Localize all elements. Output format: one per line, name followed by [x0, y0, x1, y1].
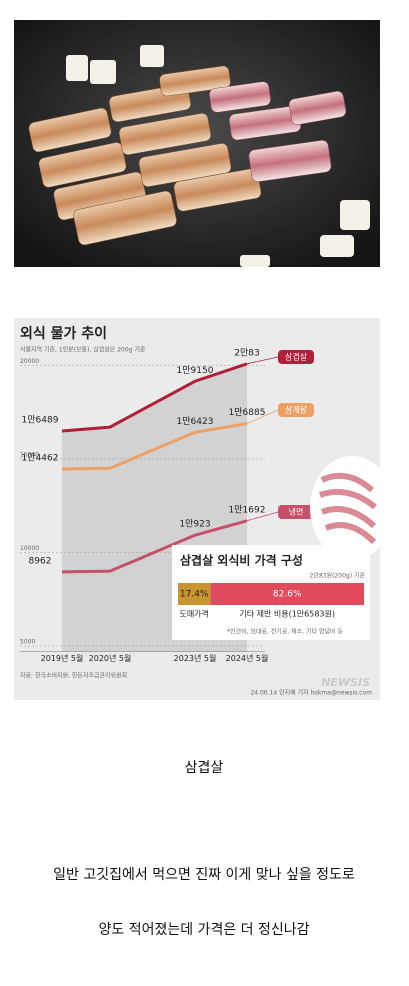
data-label: 8962	[29, 556, 52, 566]
data-label: 1만9150	[177, 365, 214, 376]
meat-photo	[310, 456, 394, 560]
bar-segment	[178, 583, 211, 605]
watermark: NEWSIS	[321, 676, 370, 689]
post-text: 일반 고깃집에서 먹으면 진짜 이게 맞나 싶을 정도로	[53, 867, 355, 883]
legend-label: 삼계탕	[285, 405, 308, 415]
inset-subtitle: 2만83원(200g) 기준	[310, 572, 366, 580]
data-label: 1만1692	[229, 504, 266, 515]
inset-bar: 17.4% 도매가격 82.6% 기타 제반 비용(1만6583원)	[178, 583, 364, 619]
infographic: 외식 물가 추이 서울지역 기준, 1인분(보통), 삼겹살은 200g 기준 …	[14, 318, 394, 700]
line	[61, 422, 248, 471]
segment-name: 기타 제반 비용(1만6583원)	[239, 610, 335, 619]
legend-label: 냉면	[289, 507, 304, 517]
x-tick-label: 2024년 5월	[226, 653, 269, 663]
y-tick-label: 15000	[20, 451, 39, 458]
legend-connector	[246, 356, 279, 365]
legend-connector	[246, 511, 279, 522]
y-tick-label: 10000	[20, 545, 39, 552]
y-tick-label: 20000	[20, 358, 39, 365]
bar-segment	[210, 583, 364, 605]
segment-name: 도매가격	[179, 609, 208, 619]
inset-note: *인건비, 임대료, 전기료, 채소, 기타 양념비 등	[227, 628, 343, 636]
legend-connector	[246, 409, 279, 424]
data-label: 1만6489	[22, 415, 59, 426]
legend-tag	[278, 350, 314, 364]
data-label: 82.6%	[273, 590, 302, 600]
x-tick-label: 2020년 5월	[89, 653, 132, 663]
data-label: 1만6423	[177, 416, 214, 427]
chart-title: 외식 물가 추이	[20, 325, 107, 342]
data-label: 1만923	[179, 519, 210, 530]
post-text: 양도 적어졌는데 가격은 더 정신나감	[99, 922, 310, 938]
data-label: 1만4462	[22, 452, 59, 463]
legend-label: 삼겹살	[285, 352, 308, 362]
data-label: 17.4%	[180, 590, 209, 600]
x-tick-label: 2023년 5월	[174, 653, 217, 663]
data-label: 1만6885	[229, 407, 266, 418]
line	[61, 519, 248, 574]
inset-title: 삼겹살 외식비 가격 구성	[180, 553, 303, 568]
y-tick-label: 5000	[20, 638, 35, 645]
x-tick-label: 2019년 5월	[41, 653, 84, 663]
credit: 24.06.14 안지혜 기자 hokma@newsis.com	[250, 689, 372, 697]
data-label: 2만83	[234, 347, 259, 358]
photo	[14, 20, 380, 267]
legend-tag	[278, 403, 314, 417]
legend-tag	[278, 505, 314, 519]
source: 자료: 한국소비자원, 한돈자조금관리위원회	[20, 672, 127, 680]
chart-subtitle: 서울지역 기준, 1인분(보통), 삼겹살은 200g 기준	[20, 346, 146, 354]
post-caption: 삼겹살	[185, 760, 224, 776]
line	[61, 362, 248, 433]
